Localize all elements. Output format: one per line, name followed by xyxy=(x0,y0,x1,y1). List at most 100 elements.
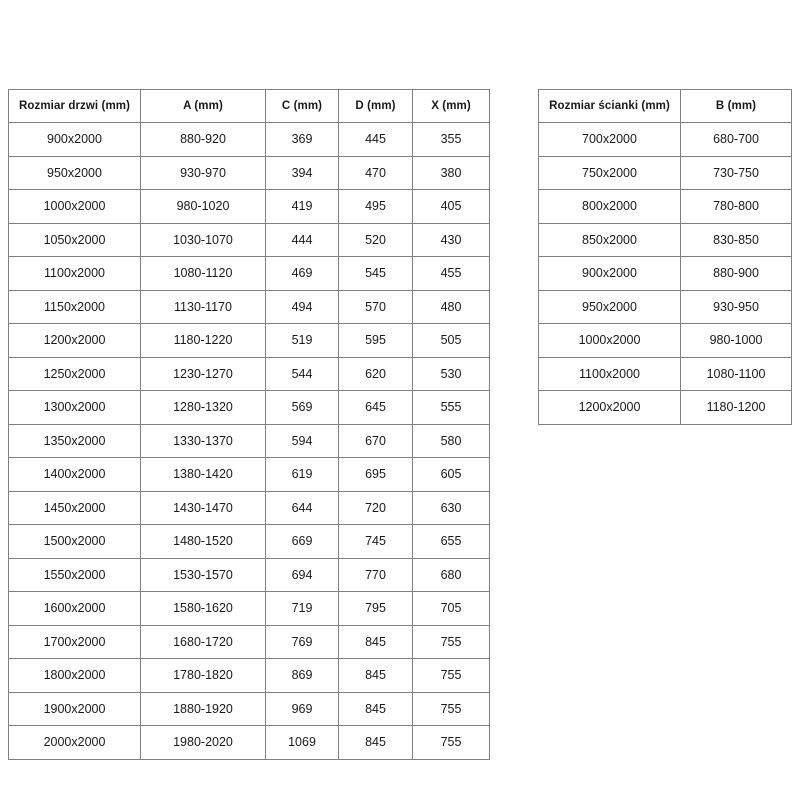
cell-size: 1300x2000 xyxy=(8,390,141,425)
cell-value: 880-900 xyxy=(680,256,792,291)
cell-value: 644 xyxy=(265,490,339,525)
column-header-door-size: Rozmiar drzwi (mm) xyxy=(8,89,141,123)
column-header-x: X (mm) xyxy=(412,89,490,123)
cell-value: 505 xyxy=(412,323,490,358)
table-row: 1000x2000 980-1000 xyxy=(538,323,792,358)
table-row: 700x2000 680-700 xyxy=(538,122,792,157)
cell-value: 1580-1620 xyxy=(140,591,266,626)
cell-value: 469 xyxy=(265,256,339,291)
column-header-d: D (mm) xyxy=(338,89,413,123)
cell-size: 750x2000 xyxy=(538,155,681,190)
cell-size: 2000x2000 xyxy=(8,725,141,760)
cell-value: 755 xyxy=(412,624,490,659)
cell-value: 569 xyxy=(265,390,339,425)
cell-size: 950x2000 xyxy=(538,289,681,324)
cell-value: 980-1020 xyxy=(140,189,266,224)
cell-value: 695 xyxy=(338,457,413,492)
cell-value: 1480-1520 xyxy=(140,524,266,559)
cell-value: 930-950 xyxy=(680,289,792,324)
cell-value: 755 xyxy=(412,658,490,693)
table-row: 950x2000 930-970 394 470 380 xyxy=(8,155,490,190)
cell-value: 580 xyxy=(412,423,490,458)
cell-value: 845 xyxy=(338,725,413,760)
cell-size: 950x2000 xyxy=(8,155,141,190)
cell-value: 530 xyxy=(412,356,490,391)
cell-value: 494 xyxy=(265,289,339,324)
table-row: 1800x2000 1780-1820 869 845 755 xyxy=(8,658,490,693)
cell-value: 980-1000 xyxy=(680,323,792,358)
cell-value: 1780-1820 xyxy=(140,658,266,693)
cell-value: 1080-1100 xyxy=(680,356,792,391)
cell-value: 1130-1170 xyxy=(140,289,266,324)
cell-value: 444 xyxy=(265,222,339,257)
cell-value: 1080-1120 xyxy=(140,256,266,291)
cell-value: 869 xyxy=(265,658,339,693)
cell-value: 769 xyxy=(265,624,339,659)
cell-size: 850x2000 xyxy=(538,222,681,257)
cell-value: 845 xyxy=(338,658,413,693)
cell-value: 795 xyxy=(338,591,413,626)
cell-size: 1400x2000 xyxy=(8,457,141,492)
table-row: 2000x2000 1980-2020 1069 845 755 xyxy=(8,725,490,760)
table-header-row: Rozmiar drzwi (mm) A (mm) C (mm) D (mm) … xyxy=(8,89,490,123)
table-row: 1250x2000 1230-1270 544 620 530 xyxy=(8,356,490,391)
cell-value: 745 xyxy=(338,524,413,559)
table-row: 950x2000 930-950 xyxy=(538,289,792,324)
cell-size: 1200x2000 xyxy=(538,390,681,425)
cell-size: 1000x2000 xyxy=(8,189,141,224)
cell-value: 670 xyxy=(338,423,413,458)
column-header-b: B (mm) xyxy=(680,89,792,123)
cell-size: 1350x2000 xyxy=(8,423,141,458)
cell-value: 755 xyxy=(412,725,490,760)
cell-size: 900x2000 xyxy=(8,122,141,157)
table-row: 1150x2000 1130-1170 494 570 480 xyxy=(8,289,490,324)
cell-value: 430 xyxy=(412,222,490,257)
cell-size: 1250x2000 xyxy=(8,356,141,391)
cell-size: 1000x2000 xyxy=(538,323,681,358)
cell-value: 1180-1220 xyxy=(140,323,266,358)
wall-panel-size-specification-table: Rozmiar ścianki (mm) B (mm) 700x2000 680-… xyxy=(538,89,792,425)
cell-value: 619 xyxy=(265,457,339,492)
table-row: 1200x2000 1180-1220 519 595 505 xyxy=(8,323,490,358)
cell-value: 1230-1270 xyxy=(140,356,266,391)
cell-value: 545 xyxy=(338,256,413,291)
table-row: 900x2000 880-920 369 445 355 xyxy=(8,122,490,157)
cell-size: 1550x2000 xyxy=(8,557,141,592)
cell-value: 880-920 xyxy=(140,122,266,157)
cell-value: 730-750 xyxy=(680,155,792,190)
cell-value: 845 xyxy=(338,624,413,659)
cell-value: 495 xyxy=(338,189,413,224)
cell-value: 1880-1920 xyxy=(140,691,266,726)
cell-size: 1100x2000 xyxy=(8,256,141,291)
table-header-row: Rozmiar ścianki (mm) B (mm) xyxy=(538,89,792,123)
cell-value: 655 xyxy=(412,524,490,559)
table-row: 1550x2000 1530-1570 694 770 680 xyxy=(8,557,490,592)
cell-value: 669 xyxy=(265,524,339,559)
cell-value: 694 xyxy=(265,557,339,592)
cell-value: 680 xyxy=(412,557,490,592)
cell-size: 1150x2000 xyxy=(8,289,141,324)
cell-value: 394 xyxy=(265,155,339,190)
table-row: 1350x2000 1330-1370 594 670 580 xyxy=(8,423,490,458)
cell-value: 419 xyxy=(265,189,339,224)
cell-value: 780-800 xyxy=(680,189,792,224)
cell-value: 355 xyxy=(412,122,490,157)
cell-size: 1900x2000 xyxy=(8,691,141,726)
table-row: 1100x2000 1080-1100 xyxy=(538,356,792,391)
cell-size: 1700x2000 xyxy=(8,624,141,659)
door-size-specification-table: Rozmiar drzwi (mm) A (mm) C (mm) D (mm) … xyxy=(8,89,490,760)
cell-value: 930-970 xyxy=(140,155,266,190)
cell-value: 480 xyxy=(412,289,490,324)
cell-value: 519 xyxy=(265,323,339,358)
column-header-c: C (mm) xyxy=(265,89,339,123)
table-row: 900x2000 880-900 xyxy=(538,256,792,291)
cell-value: 455 xyxy=(412,256,490,291)
cell-value: 1430-1470 xyxy=(140,490,266,525)
table-row: 1900x2000 1880-1920 969 845 755 xyxy=(8,691,490,726)
cell-value: 544 xyxy=(265,356,339,391)
table-row: 1200x2000 1180-1200 xyxy=(538,390,792,425)
cell-value: 405 xyxy=(412,189,490,224)
cell-size: 700x2000 xyxy=(538,122,681,157)
cell-value: 770 xyxy=(338,557,413,592)
table-row: 850x2000 830-850 xyxy=(538,222,792,257)
